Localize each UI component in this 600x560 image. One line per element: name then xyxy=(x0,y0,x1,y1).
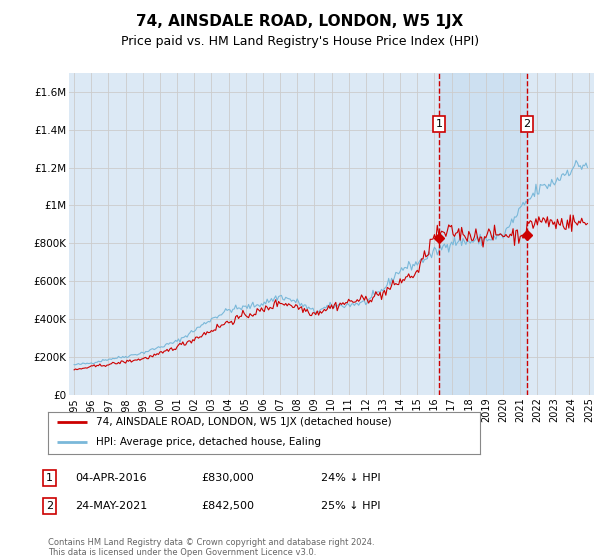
Text: Contains HM Land Registry data © Crown copyright and database right 2024.
This d: Contains HM Land Registry data © Crown c… xyxy=(48,538,374,557)
Text: 1: 1 xyxy=(46,473,53,483)
Text: 74, AINSDALE ROAD, LONDON, W5 1JX (detached house): 74, AINSDALE ROAD, LONDON, W5 1JX (detac… xyxy=(95,417,391,427)
Text: 25% ↓ HPI: 25% ↓ HPI xyxy=(321,501,380,511)
Text: 04-APR-2016: 04-APR-2016 xyxy=(75,473,146,483)
Text: 74, AINSDALE ROAD, LONDON, W5 1JX: 74, AINSDALE ROAD, LONDON, W5 1JX xyxy=(136,14,464,29)
Bar xyxy=(439,73,527,395)
Text: £830,000: £830,000 xyxy=(201,473,254,483)
Text: Price paid vs. HM Land Registry's House Price Index (HPI): Price paid vs. HM Land Registry's House … xyxy=(121,35,479,48)
Text: 2: 2 xyxy=(523,119,530,129)
Text: 2: 2 xyxy=(46,501,53,511)
Text: 1: 1 xyxy=(436,119,443,129)
Text: 24% ↓ HPI: 24% ↓ HPI xyxy=(321,473,380,483)
Text: 24-MAY-2021: 24-MAY-2021 xyxy=(75,501,147,511)
Text: HPI: Average price, detached house, Ealing: HPI: Average price, detached house, Eali… xyxy=(95,437,320,447)
Text: £842,500: £842,500 xyxy=(201,501,254,511)
